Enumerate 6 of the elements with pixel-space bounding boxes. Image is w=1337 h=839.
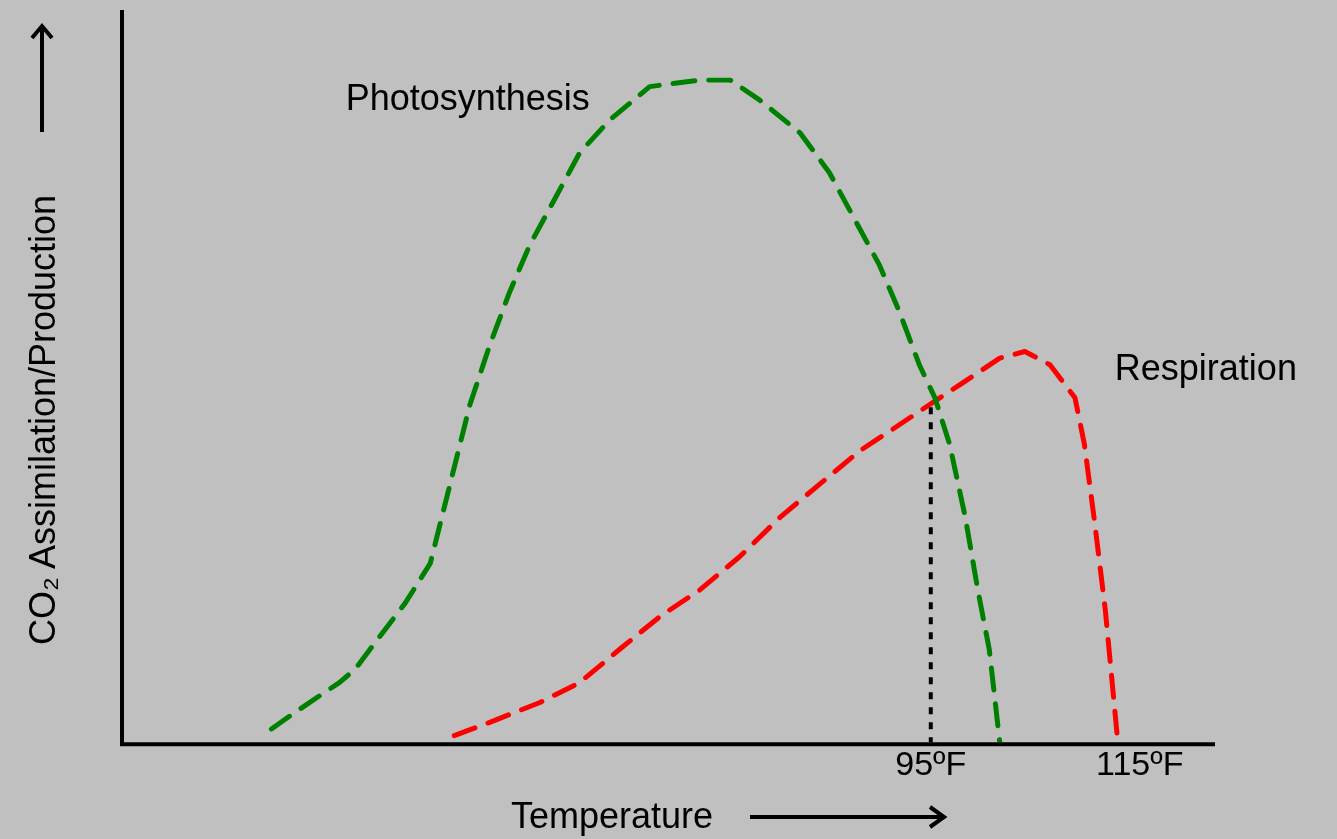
x-tick-label: 115ºF [1096, 743, 1184, 782]
y-axis-title: CO₂ Assimilation/Production [22, 194, 63, 646]
x-axis-title: Temperature [510, 795, 714, 836]
series-label: Photosynthesis [345, 77, 590, 118]
x-tick-label: 95ºF [895, 743, 967, 782]
series-label: Respiration [1114, 346, 1297, 388]
